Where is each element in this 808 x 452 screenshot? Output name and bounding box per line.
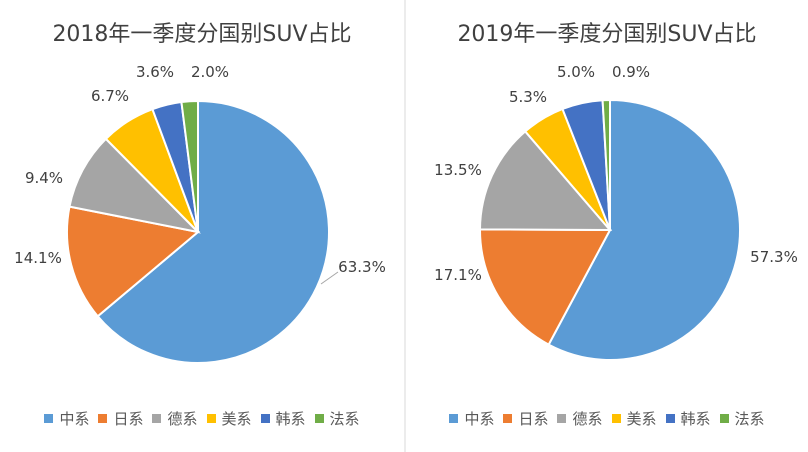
legend-label: 中系 xyxy=(464,410,495,428)
pie-chart: 57.3% 17.1% 13.5% 5.3% 5.0% 0.9% xyxy=(434,63,798,361)
data-label-1: 57.3% xyxy=(750,248,798,266)
legend-swatch xyxy=(44,414,54,423)
chart-panel-2018: 2018年一季度分国别SUV占比 63.3% 14.1% 9.4% 6.7% 3.6% 2… xyxy=(0,22,404,429)
legend-swatch xyxy=(98,414,108,423)
legend-swatch xyxy=(152,414,162,423)
legend-swatch xyxy=(314,414,324,423)
data-label-4: 6.7% xyxy=(91,87,129,105)
chart-panel-2019: 2019年一季度分国别SUV占比 57.3% 17.1% 13.5% 5.3% 5.0%… xyxy=(406,0,808,452)
chart-legend: 中系 日系 德系 美系 韩系 法系 xyxy=(0,408,404,429)
data-label-5: 5.0% xyxy=(557,63,595,81)
pie-slice-3 xyxy=(68,137,202,234)
pie-slice-6 xyxy=(601,98,611,231)
legend-item: 美系 xyxy=(611,408,657,429)
legend-item: 美系 xyxy=(206,408,252,429)
pie-slice-3 xyxy=(478,130,613,232)
chart-title: 2019年一季度分国别SUV占比 xyxy=(457,22,757,47)
legend-label: 日系 xyxy=(518,410,549,428)
pie-slice-2 xyxy=(66,205,201,318)
data-label-2: 14.1% xyxy=(14,249,62,267)
legend-swatch xyxy=(503,414,513,423)
legend-label: 德系 xyxy=(572,410,603,428)
legend-label: 中系 xyxy=(59,410,90,428)
legend-item: 法系 xyxy=(719,408,765,429)
legend-swatch xyxy=(611,414,621,423)
legend-label: 日系 xyxy=(113,410,144,428)
legend-label: 韩系 xyxy=(680,410,711,428)
legend-item: 韩系 xyxy=(665,408,711,429)
legend-item: 韩系 xyxy=(260,408,306,429)
data-label-5: 3.6% xyxy=(136,63,174,81)
legend-label: 法系 xyxy=(329,410,360,428)
legend-item: 中系 xyxy=(449,408,494,429)
legend-label: 韩系 xyxy=(275,410,306,428)
chart-legend: 中系 日系 德系 美系 韩系 法系 xyxy=(406,408,808,429)
data-label-1: 63.3% xyxy=(338,258,386,276)
legend-swatch xyxy=(719,414,729,423)
pie-chart: 63.3% 14.1% 9.4% 6.7% 3.6% 2.0% xyxy=(14,63,386,364)
pie-slice-1 xyxy=(547,98,741,361)
legend-item: 德系 xyxy=(557,408,603,429)
label-leader-line xyxy=(320,271,339,285)
data-label-6: 2.0% xyxy=(191,63,229,81)
data-label-3: 13.5% xyxy=(434,161,482,179)
legend-swatch xyxy=(557,414,567,423)
pie-slice-6 xyxy=(180,99,199,233)
legend-label: 美系 xyxy=(626,410,657,428)
legend-label: 美系 xyxy=(221,410,252,428)
legend-item: 日系 xyxy=(503,408,548,429)
panel-divider xyxy=(402,0,406,452)
legend-swatch xyxy=(260,414,270,423)
chart-title: 2018年一季度分国别SUV占比 xyxy=(52,22,352,47)
data-label-4: 5.3% xyxy=(509,88,547,106)
data-label-6: 0.9% xyxy=(612,63,650,81)
pie-slice-2 xyxy=(478,228,612,346)
legend-item: 中系 xyxy=(44,408,89,429)
legend-item: 日系 xyxy=(98,408,143,429)
legend-item: 德系 xyxy=(152,408,198,429)
legend-label: 法系 xyxy=(734,410,765,428)
legend-swatch xyxy=(449,414,459,423)
legend-item: 法系 xyxy=(314,408,360,429)
data-label-3: 9.4% xyxy=(25,169,63,187)
data-label-2: 17.1% xyxy=(434,266,482,284)
legend-swatch xyxy=(206,414,216,423)
legend-label: 德系 xyxy=(167,410,198,428)
pie-slice-1 xyxy=(96,99,330,364)
legend-swatch xyxy=(665,414,675,423)
